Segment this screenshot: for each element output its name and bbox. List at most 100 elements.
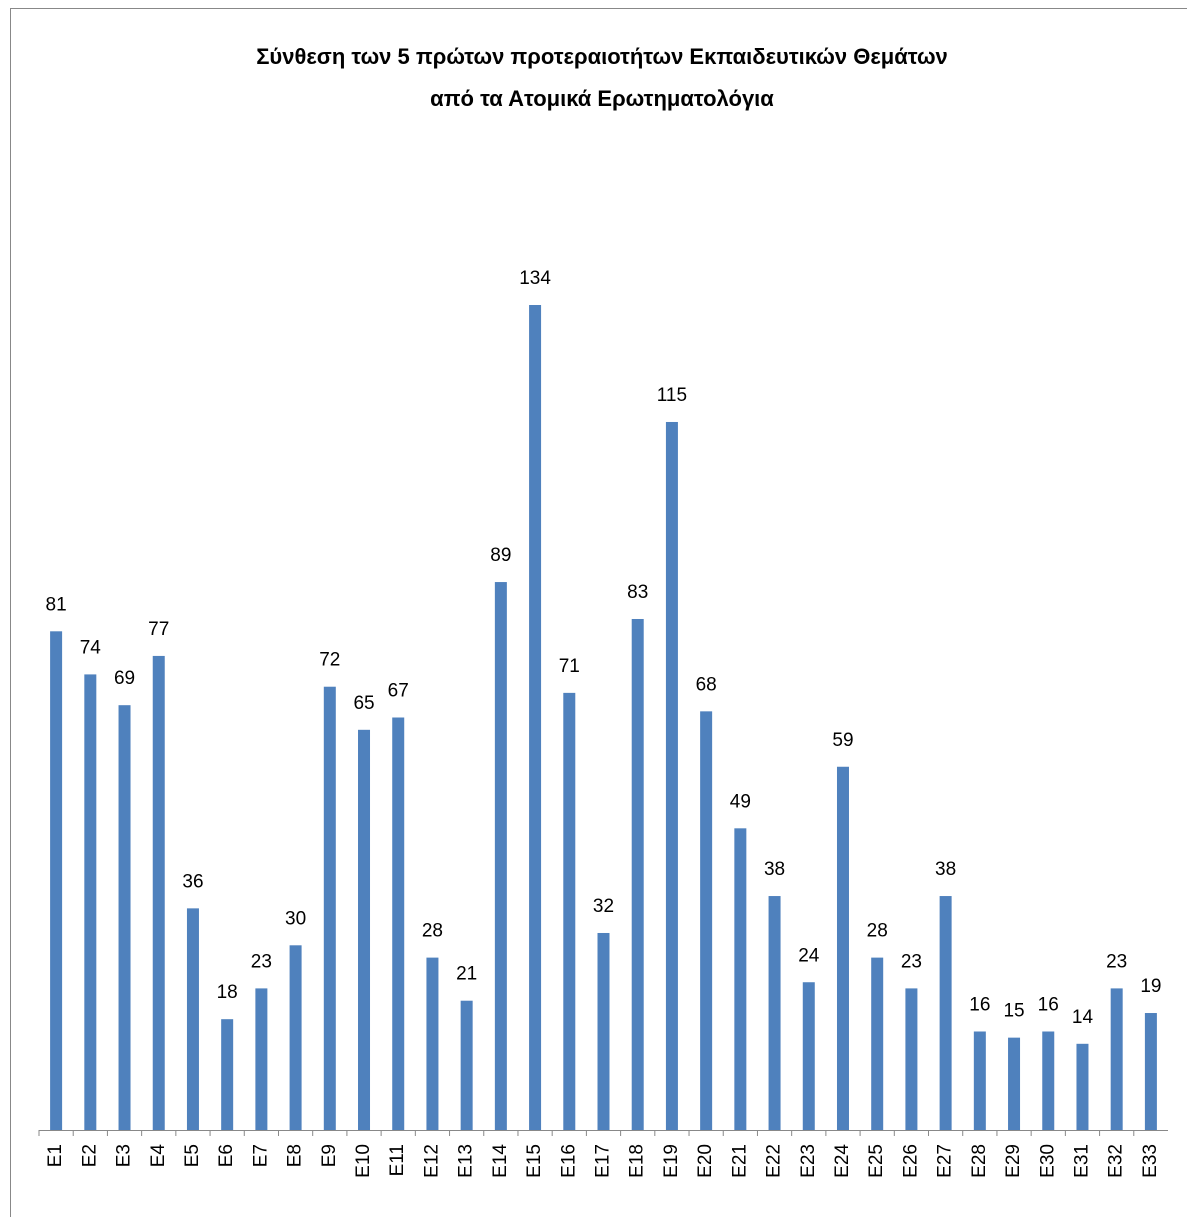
data-label: 19 — [1140, 976, 1161, 997]
data-label: 134 — [519, 268, 551, 289]
bar — [563, 692, 576, 1130]
bar — [221, 1019, 234, 1130]
data-label: 16 — [969, 995, 990, 1016]
data-label: 24 — [798, 945, 820, 966]
chart-title: από τα Ατομικά Ερωτηματολόγια — [430, 86, 774, 111]
bar — [734, 828, 747, 1130]
x-tick-label: E26 — [900, 1144, 921, 1178]
bar — [255, 988, 268, 1130]
x-tick-label: E16 — [558, 1144, 579, 1178]
bar — [836, 766, 849, 1130]
data-label: 65 — [353, 693, 374, 714]
data-label: 23 — [251, 951, 272, 972]
data-label: 21 — [456, 964, 477, 985]
data-label: 83 — [627, 582, 648, 603]
x-tick-label: E28 — [969, 1144, 990, 1178]
bar — [1076, 1043, 1089, 1130]
data-label: 23 — [901, 951, 922, 972]
bar — [84, 674, 97, 1130]
x-tick-label: E17 — [593, 1144, 614, 1178]
bar — [939, 896, 952, 1130]
bar — [529, 305, 542, 1130]
data-label: 28 — [867, 921, 888, 942]
data-label: 81 — [46, 594, 67, 615]
bar — [700, 711, 713, 1130]
x-tick-label: E25 — [866, 1144, 887, 1178]
bar — [358, 729, 371, 1130]
x-tick-label: E22 — [764, 1144, 785, 1178]
data-label: 14 — [1072, 1007, 1094, 1028]
x-tick-label: E31 — [1071, 1144, 1092, 1178]
bar — [768, 896, 781, 1130]
data-label: 74 — [80, 637, 102, 658]
bar — [665, 421, 678, 1130]
data-label: 49 — [730, 791, 751, 812]
x-tick-label: E8 — [285, 1144, 306, 1167]
x-tick-label: E12 — [421, 1144, 442, 1178]
data-label: 71 — [559, 656, 580, 677]
data-label: 15 — [1003, 1001, 1024, 1022]
data-label: 59 — [832, 730, 853, 751]
bar — [802, 982, 815, 1130]
data-label: 67 — [388, 681, 409, 702]
bar — [50, 631, 63, 1130]
bar — [1042, 1031, 1055, 1130]
bar — [186, 908, 199, 1130]
data-label: 72 — [319, 650, 340, 671]
bar — [631, 618, 644, 1130]
x-tick-label: E21 — [729, 1144, 750, 1178]
x-tick-label: E15 — [524, 1144, 545, 1178]
x-tick-label: E9 — [319, 1144, 340, 1167]
data-label: 68 — [696, 674, 717, 695]
x-tick-label: E18 — [627, 1144, 648, 1178]
bar — [973, 1031, 986, 1130]
bar — [597, 932, 610, 1130]
x-tick-label: E24 — [832, 1144, 853, 1178]
x-tick-label: E14 — [490, 1144, 511, 1178]
bar — [289, 945, 302, 1130]
bar — [323, 686, 336, 1130]
x-tick-label: E23 — [798, 1144, 819, 1178]
data-label: 38 — [764, 859, 785, 880]
data-label: 115 — [657, 385, 687, 406]
bar — [1110, 988, 1123, 1130]
x-tick-label: E29 — [1003, 1144, 1024, 1178]
chart-title: Σύνθεση των 5 πρώτων προτεραιοτήτων Εκπα… — [256, 44, 948, 69]
x-tick-label: E27 — [935, 1144, 956, 1178]
bar — [460, 1000, 473, 1130]
x-tick-label: E6 — [216, 1144, 237, 1167]
data-label: 69 — [114, 668, 135, 689]
x-tick-label: E7 — [250, 1144, 271, 1167]
x-tick-label: E3 — [114, 1144, 135, 1167]
data-label: 16 — [1038, 995, 1059, 1016]
x-tick-label: E5 — [182, 1144, 203, 1167]
bar — [426, 957, 439, 1130]
bar — [1144, 1013, 1157, 1130]
data-label: 38 — [935, 859, 956, 880]
bar — [494, 582, 507, 1130]
x-tick-label: E13 — [456, 1144, 477, 1178]
data-label: 18 — [217, 982, 238, 1003]
bar — [1008, 1037, 1021, 1130]
data-label: 89 — [490, 545, 511, 566]
x-tick-label: E33 — [1140, 1144, 1161, 1178]
data-label: 28 — [422, 921, 443, 942]
bar — [905, 988, 918, 1130]
x-tick-label: E1 — [45, 1144, 66, 1167]
x-tick-label: E10 — [353, 1144, 374, 1178]
x-tick-label: E30 — [1037, 1144, 1058, 1178]
data-label: 32 — [593, 896, 614, 917]
bar — [118, 705, 131, 1130]
x-tick-label: E20 — [695, 1144, 716, 1178]
bar — [152, 655, 165, 1130]
x-tick-label: E32 — [1106, 1144, 1127, 1178]
x-tick-label: E19 — [661, 1144, 682, 1178]
data-label: 36 — [182, 871, 203, 892]
x-tick-label: E2 — [79, 1144, 100, 1167]
data-label: 30 — [285, 908, 306, 929]
data-label: 23 — [1106, 951, 1127, 972]
bar — [392, 717, 405, 1130]
x-tick-label: E11 — [387, 1144, 408, 1176]
data-label: 77 — [148, 619, 169, 640]
